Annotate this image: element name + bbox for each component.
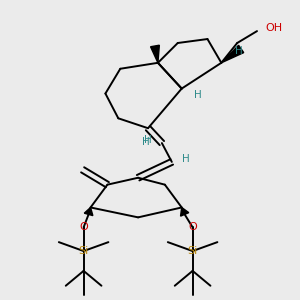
Text: Si: Si [79, 246, 89, 256]
Text: OH: OH [265, 23, 282, 33]
Polygon shape [221, 45, 244, 63]
Polygon shape [151, 45, 159, 63]
Polygon shape [181, 208, 189, 216]
Text: H: H [142, 137, 150, 147]
Polygon shape [84, 208, 93, 216]
Text: O: O [188, 222, 197, 232]
Text: H: H [235, 46, 243, 56]
Text: H: H [194, 89, 201, 100]
Text: H: H [182, 154, 190, 164]
Text: H: H [144, 135, 152, 145]
Text: Si: Si [188, 246, 198, 256]
Text: O: O [79, 222, 88, 232]
